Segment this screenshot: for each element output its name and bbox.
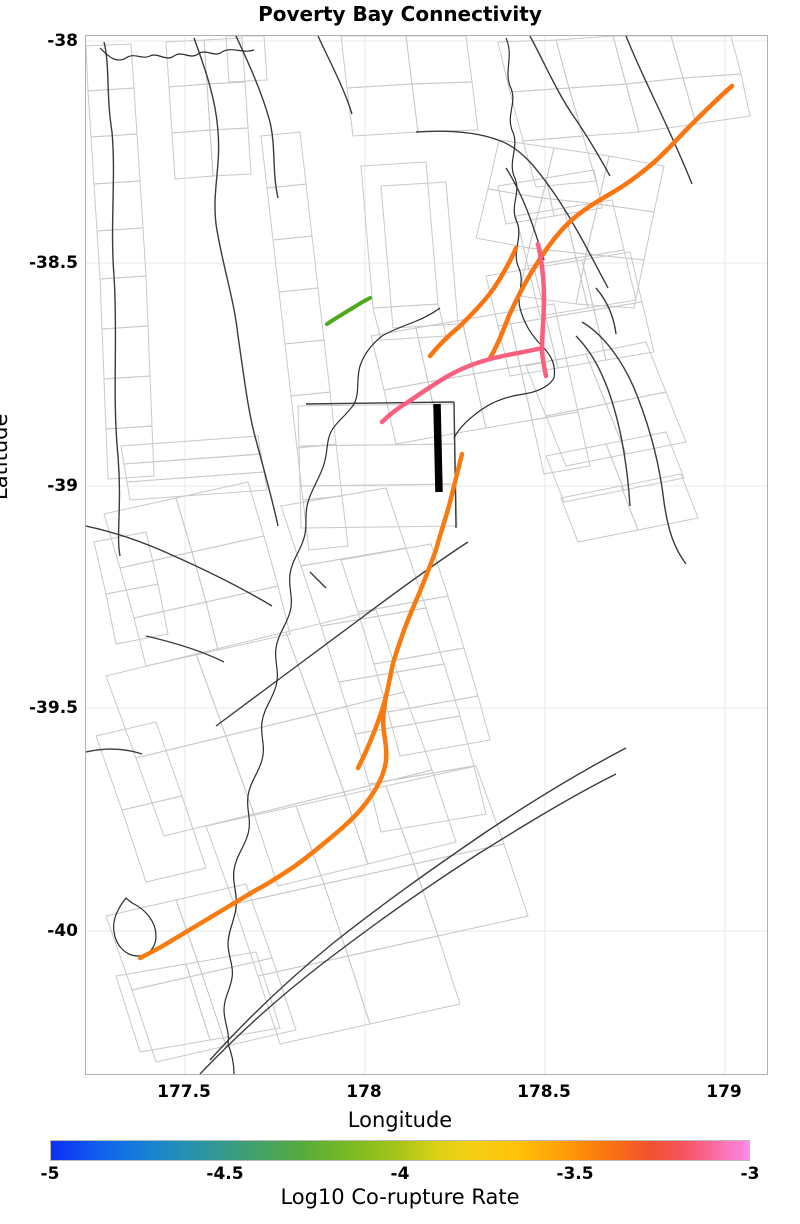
ytick-label: -40	[47, 921, 78, 941]
ytick-label: -39.5	[29, 698, 78, 718]
xtick-label: 178	[346, 1082, 382, 1102]
colorbar-gradient[interactable]	[50, 1140, 750, 1161]
ytick-label: -38.5	[29, 253, 78, 273]
colorbar-tick-label: -3.5	[556, 1164, 594, 1184]
fault-ne-orange-outer[interactable]	[487, 83, 735, 361]
fault-pink-west[interactable]	[379, 345, 545, 425]
fault-pink-north[interactable]	[535, 241, 549, 379]
fault-orange-offshore-mid[interactable]	[355, 693, 389, 771]
fault-surface-traces	[86, 36, 693, 1074]
fault-patch-mesh	[86, 36, 751, 1063]
gridlines	[86, 36, 767, 1074]
map-canvas[interactable]	[86, 36, 768, 1075]
coastline	[99, 37, 556, 1074]
colorbar-tick-label: -4	[390, 1164, 410, 1184]
source-fault[interactable]	[433, 403, 443, 493]
x-axis-label: Longitude	[347, 1108, 453, 1132]
colored-fault-traces[interactable]	[137, 83, 735, 961]
xtick-label: 179	[706, 1082, 742, 1102]
colorbar-label: Log10 Co-rupture Rate	[280, 1185, 520, 1209]
fault-ne-orange-inner[interactable]	[427, 245, 519, 359]
fault-green-inland[interactable]	[325, 296, 372, 326]
colorbar-tick-label: -5	[40, 1164, 60, 1184]
ytick-label: -39	[47, 476, 78, 496]
fault-main-orange-south[interactable]	[137, 451, 465, 961]
page-title: Poverty Bay Connectivity	[258, 2, 542, 26]
colorbar[interactable]: -5 -4.5 -4 -3.5 -3	[41, 1140, 759, 1184]
colorbar-tick-label: -4.5	[206, 1164, 244, 1184]
y-axis-label: Latitude	[0, 413, 12, 500]
colorbar-tick-label: -3	[740, 1164, 760, 1184]
map-axes[interactable]	[85, 35, 768, 1075]
xtick-label: 178.5	[517, 1082, 571, 1102]
ytick-label: -38	[47, 31, 78, 51]
xtick-label: 177.5	[157, 1082, 211, 1102]
